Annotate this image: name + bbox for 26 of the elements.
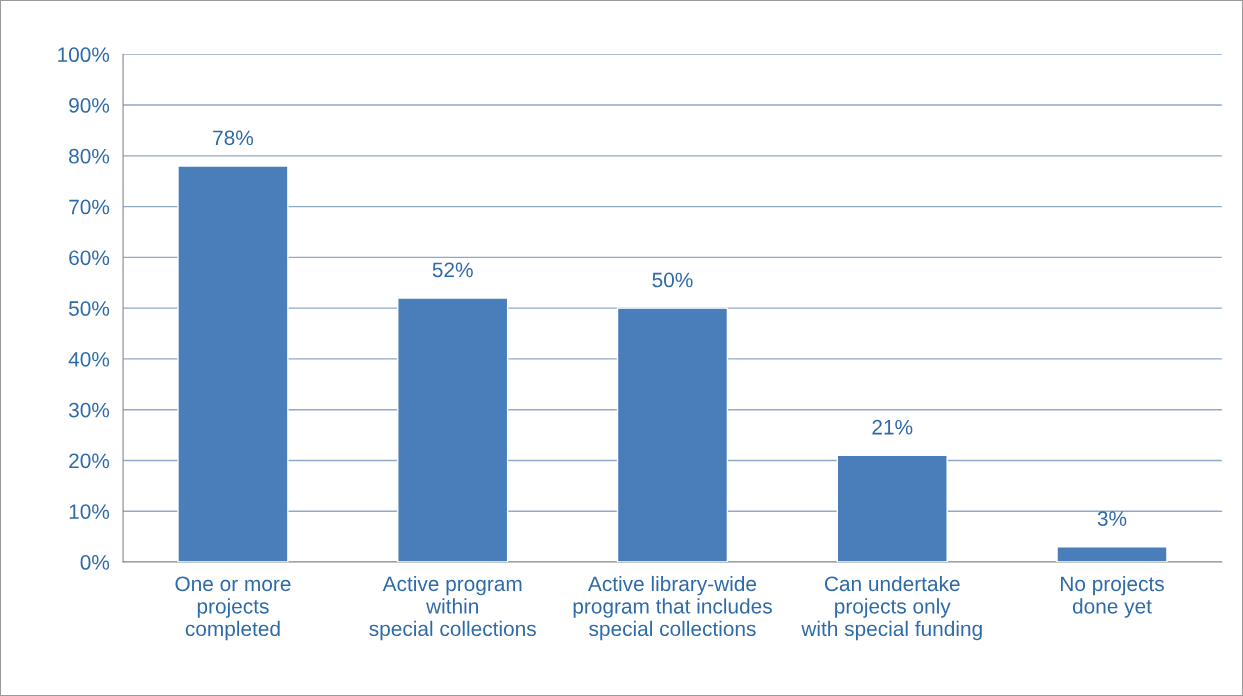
data-label: 78% xyxy=(213,130,254,146)
bar xyxy=(1056,546,1168,563)
y-tick-label: 70% xyxy=(69,199,110,215)
y-tick-label: 90% xyxy=(69,98,110,113)
bar xyxy=(397,297,509,563)
data-label: 50% xyxy=(652,272,693,288)
y-tick-label: 20% xyxy=(69,453,110,469)
x-tick-label: Active program within special collections xyxy=(369,575,536,641)
y-tick-label: 50% xyxy=(69,301,110,316)
y-tick-label: 80% xyxy=(69,148,110,164)
x-tick-label: Can undertake projects only with special funding xyxy=(801,575,982,641)
x-tick-label: One or more projects completed xyxy=(175,576,291,641)
x-tick-label: Active library-wide program that includes special collections xyxy=(573,575,772,641)
y-tick-label: 10% xyxy=(69,504,110,519)
bar xyxy=(177,165,289,563)
y-tick-label: 0% xyxy=(80,555,110,570)
data-label: 21% xyxy=(872,419,913,435)
y-tick-label: 60% xyxy=(69,250,110,266)
data-label: 3% xyxy=(1097,511,1127,526)
y-tick-label: 30% xyxy=(68,402,110,418)
y-tick-label: 100% xyxy=(58,47,110,63)
y-tick-label: 40% xyxy=(68,351,110,367)
data-label: 52% xyxy=(432,262,473,278)
bar xyxy=(616,307,729,563)
bar xyxy=(836,454,948,563)
x-tick-label: No projects done yet xyxy=(1061,575,1164,618)
